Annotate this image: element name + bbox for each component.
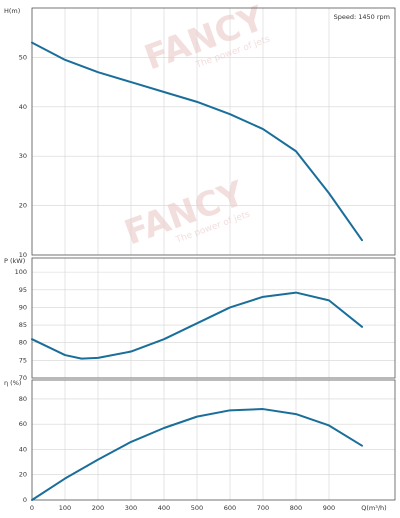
y-tick-label: 95 (19, 286, 27, 294)
y-axis-label: η (%) (4, 379, 21, 387)
plot-frame (31, 257, 396, 379)
x-tick-label: 800 (290, 504, 302, 512)
annotation: Speed: 1450 rpm (334, 13, 390, 21)
y-tick-label: 100 (15, 268, 27, 276)
curve (31, 408, 363, 501)
plot-frame (31, 7, 396, 256)
y-tick-label: 90 (19, 303, 27, 311)
x-tick-label: 700 (257, 504, 269, 512)
x-tick-label: 600 (224, 504, 236, 512)
x-axis-label: Q(m³/h) (361, 504, 386, 512)
y-axis-label: H(m) (4, 7, 20, 15)
x-tick-label: 900 (323, 504, 335, 512)
x-tick-label: 400 (158, 504, 170, 512)
y-tick-label: 0 (23, 496, 27, 504)
x-tick-label: 0 (30, 504, 34, 512)
y-tick-label: 50 (19, 53, 27, 61)
y-tick-label: 80 (19, 395, 27, 403)
y-tick-label: 20 (19, 202, 27, 210)
x-tick-label: 200 (92, 504, 104, 512)
curve (31, 291, 363, 360)
y-axis-label: P (kW) (4, 257, 25, 265)
y-tick-label: 85 (19, 321, 27, 329)
x-tick-label: 100 (59, 504, 71, 512)
y-tick-label: 40 (19, 103, 27, 111)
y-tick-label: 20 (19, 471, 27, 479)
y-tick-label: 40 (19, 445, 27, 453)
y-tick-label: 80 (19, 339, 27, 347)
plot-frame (31, 379, 396, 501)
y-tick-label: 70 (19, 374, 27, 382)
curve (31, 41, 363, 242)
y-tick-label: 75 (19, 356, 27, 364)
y-tick-label: 60 (19, 420, 27, 428)
x-tick-label: 300 (125, 504, 137, 512)
x-tick-label: 500 (191, 504, 203, 512)
y-tick-label: 10 (19, 251, 27, 259)
y-tick-label: 30 (19, 152, 27, 160)
